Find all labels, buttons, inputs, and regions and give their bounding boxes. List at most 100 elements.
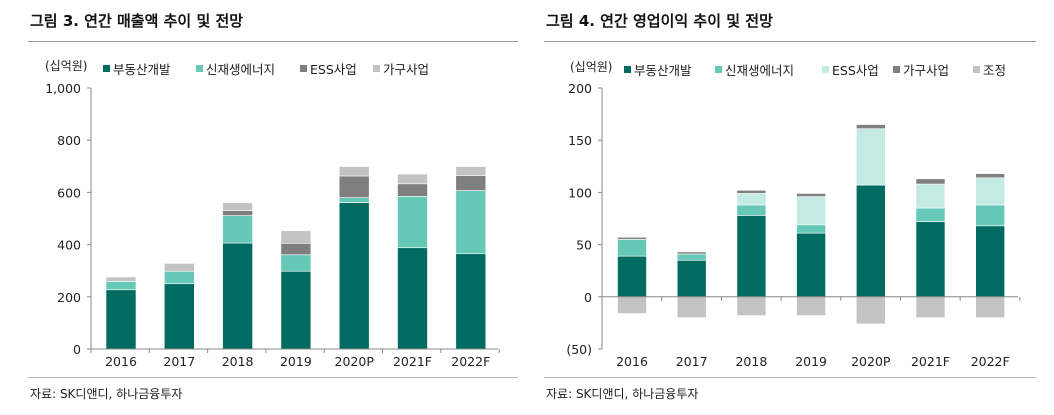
legend-label: ESS사업 (832, 63, 879, 78)
legend-swatch (103, 65, 110, 72)
x-tick-label: 2016 (105, 354, 137, 369)
y-tick-label: 50 (576, 238, 592, 253)
bar-segment (915, 178, 946, 185)
y-tick-label: 800 (57, 133, 81, 148)
bar-segment (796, 196, 826, 226)
bar-segment (397, 173, 428, 185)
bar-segment (617, 236, 647, 240)
bar-segment (796, 296, 826, 316)
legend-label: 부동산개발 (113, 62, 171, 77)
x-tick-label: 2017 (676, 354, 708, 369)
legend-swatch (822, 66, 829, 73)
x-tick-label: 2022F (451, 354, 490, 369)
bar-segment (222, 202, 253, 211)
unit-label: (십억원) (570, 60, 612, 74)
legend-label: 신재생에너지 (725, 63, 794, 78)
x-tick-label: 2019 (795, 354, 827, 369)
bar-segment (796, 224, 826, 234)
legend-swatch (893, 66, 900, 73)
bar-segment (676, 251, 707, 255)
legend-swatch (973, 66, 980, 73)
legend-swatch (196, 65, 203, 72)
y-tick-label: 1,000 (45, 81, 81, 96)
bar-segment (676, 296, 707, 318)
bar-segment (676, 253, 707, 261)
bar-segment (975, 204, 1006, 227)
bar-segment (164, 270, 195, 285)
bar-segment (617, 296, 647, 314)
bar-segment (617, 255, 647, 298)
y-tick-label: 100 (568, 185, 592, 200)
bar-segment (222, 210, 253, 216)
legend-label: 부동산개발 (634, 63, 692, 78)
bar-segment (855, 124, 886, 130)
bar-segment (915, 183, 946, 209)
y-tick-label: (50) (566, 342, 592, 357)
y-tick-label: 200 (57, 290, 81, 305)
bar-segment (855, 128, 886, 186)
bar-segment (975, 177, 1006, 206)
legend-label: 가구사업 (903, 63, 949, 78)
bar-segment (455, 253, 487, 350)
x-tick-label: 2021F (911, 354, 950, 369)
bar-segment (915, 221, 946, 298)
bar-segment (280, 270, 312, 350)
y-tick-label: 150 (568, 133, 592, 148)
bar-segment (455, 190, 487, 255)
legend-swatch (300, 65, 307, 72)
x-tick-label: 2018 (222, 354, 254, 369)
bar-segment (280, 254, 312, 272)
bar-segment (736, 204, 767, 216)
bar-segment (280, 230, 312, 244)
bar-segment (105, 281, 137, 291)
y-tick-label: 0 (584, 290, 592, 305)
bar-segment (164, 283, 195, 350)
y-tick-label: 200 (568, 81, 592, 96)
legend-label: 신재생에너지 (206, 62, 275, 77)
legend-swatch (373, 65, 380, 72)
bar-segment (397, 183, 428, 197)
bar-segment (105, 276, 137, 282)
bar-segment (617, 239, 647, 257)
bar-segment (855, 184, 886, 298)
bar-segment (164, 263, 195, 272)
x-tick-label: 2019 (280, 354, 312, 369)
bar-segment (736, 296, 767, 316)
unit-label: (십억원) (45, 59, 87, 73)
y-tick-label: 0 (73, 342, 81, 357)
bar-segment (338, 166, 370, 177)
x-tick-label: 2020P (335, 354, 375, 369)
x-tick-label: 2017 (163, 354, 195, 369)
bar-segment (280, 242, 312, 256)
x-tick-label: 2022F (971, 354, 1010, 369)
bar-segment (736, 190, 767, 194)
source-note: 자료: SK디앤디, 하나금융투자 (546, 387, 699, 401)
y-tick-label: 400 (57, 238, 81, 253)
source-divider (28, 377, 518, 378)
bar-segment (975, 296, 1006, 318)
bar-segment (455, 175, 487, 191)
bar-segment (222, 215, 253, 244)
legend-label: 조정 (983, 63, 1006, 78)
legend-swatch (624, 66, 631, 73)
source-divider (544, 377, 1036, 378)
bar-segment (796, 232, 826, 298)
bar-segment (915, 207, 946, 222)
bar-segment (397, 196, 428, 249)
bar-segment (222, 242, 253, 350)
bar-segment (338, 197, 370, 203)
chart-title-operating-profit: 그림 4. 연간 영업이익 추이 및 전망 (546, 12, 773, 30)
x-tick-label: 2020P (851, 354, 891, 369)
bar-segment (105, 289, 137, 350)
bar-segment (397, 247, 428, 350)
bar-segment (975, 173, 1006, 179)
bar-segment (915, 296, 946, 318)
legend-swatch (715, 66, 722, 73)
x-tick-label: 2018 (735, 354, 767, 369)
bar-segment (338, 202, 370, 350)
bar-segment (338, 175, 370, 198)
bar-segment (975, 225, 1006, 298)
x-tick-label: 2021F (393, 354, 432, 369)
